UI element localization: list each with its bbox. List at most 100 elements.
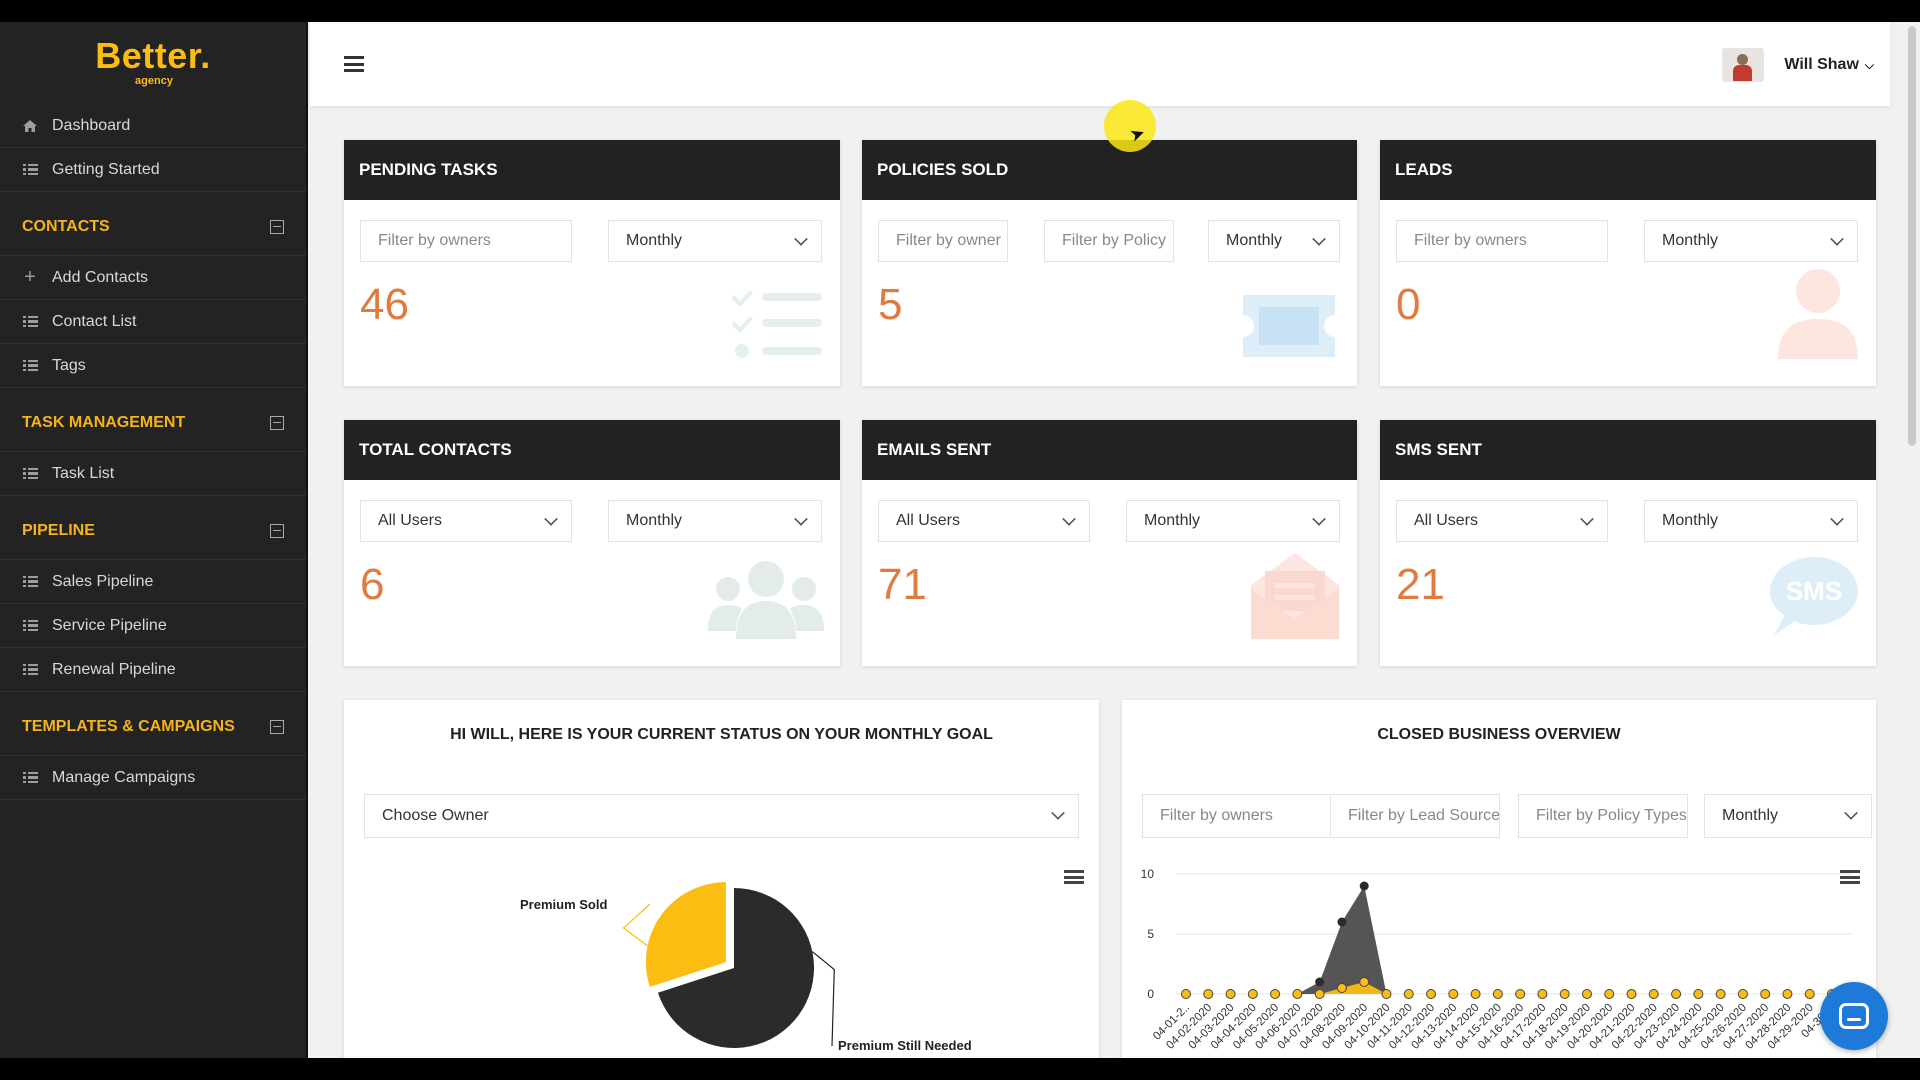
users-select[interactable]: All Users	[360, 500, 572, 542]
avatar[interactable]	[1722, 48, 1765, 82]
period-select[interactable]: Monthly	[608, 500, 822, 542]
data-point-dark[interactable]	[1315, 977, 1325, 987]
data-point-yellow[interactable]	[1448, 989, 1459, 999]
users-group-icon	[708, 559, 824, 646]
data-point-yellow[interactable]	[1671, 989, 1682, 999]
section-title: CONTACTS	[22, 217, 110, 235]
list-icon	[22, 163, 38, 176]
period-select[interactable]: Monthly	[608, 220, 822, 262]
chart-menu-icon[interactable]	[1840, 870, 1860, 884]
data-point-yellow[interactable]	[1203, 989, 1214, 999]
data-point-yellow[interactable]	[1537, 989, 1548, 999]
data-point-yellow[interactable]	[1492, 989, 1503, 999]
sidebar-item-renewal-pipeline[interactable]: Renewal Pipeline	[0, 648, 306, 692]
data-point-yellow[interactable]	[1515, 989, 1526, 999]
data-point-yellow[interactable]	[1403, 989, 1414, 999]
section-pipeline[interactable]: PIPELINE	[0, 502, 306, 560]
data-point-yellow[interactable]	[1426, 989, 1437, 999]
section-contacts[interactable]: CONTACTS	[0, 198, 306, 256]
policy-type-filter-input[interactable]: Filter by Policy Types	[1518, 794, 1688, 838]
pie-leader-line	[622, 903, 651, 947]
policy-filter-input[interactable]: Filter by Policy	[1044, 220, 1174, 262]
sidebar-item-dashboard[interactable]: Dashboard	[0, 104, 306, 148]
data-point-dark[interactable]	[1359, 881, 1369, 891]
sidebar-item-tags[interactable]: Tags	[0, 344, 306, 388]
data-point-yellow[interactable]	[1314, 989, 1325, 999]
data-point-yellow[interactable]	[1715, 989, 1726, 999]
collapse-icon[interactable]	[270, 719, 284, 734]
section-task-management[interactable]: TASK MANAGEMENT	[0, 394, 306, 452]
data-point-yellow[interactable]	[1559, 989, 1570, 999]
cursor-highlight	[1104, 100, 1156, 152]
chevron-down-icon	[1062, 512, 1076, 526]
sidebar-item-manage-campaigns[interactable]: Manage Campaigns	[0, 756, 306, 800]
data-point-yellow[interactable]	[1737, 989, 1748, 999]
pie-slice-premium-still-needed[interactable]	[657, 888, 814, 1048]
data-point-yellow[interactable]	[1604, 989, 1615, 999]
top-bar: Will Shaw ⌵	[310, 22, 1890, 106]
data-point-yellow[interactable]	[1760, 989, 1771, 999]
collapse-icon[interactable]	[270, 415, 284, 430]
sidebar-item-label: Manage Campaigns	[52, 768, 196, 786]
collapse-icon[interactable]	[270, 219, 284, 234]
owner-filter-input[interactable]: Filter by owners	[1142, 794, 1332, 838]
pie-slice-premium-sold[interactable]	[645, 882, 726, 987]
menu-toggle-icon[interactable]	[344, 56, 364, 72]
data-point-yellow[interactable]	[1626, 989, 1637, 999]
chevron-down-icon	[1844, 806, 1858, 820]
metric-value: 21	[1396, 560, 1445, 609]
user-menu[interactable]: Will Shaw ⌵	[1722, 48, 1874, 82]
select-value: Monthly	[1144, 512, 1201, 529]
data-point-yellow[interactable]	[1247, 989, 1258, 999]
data-point-yellow[interactable]	[1782, 989, 1793, 999]
owner-select[interactable]: Choose Owner	[364, 794, 1079, 838]
sidebar-item-label: Task List	[52, 464, 115, 482]
owner-filter-input[interactable]: Filter by owners	[1396, 220, 1608, 262]
data-point-yellow[interactable]	[1181, 989, 1191, 999]
users-select[interactable]: All Users	[878, 500, 1090, 542]
sidebar-item-task-list[interactable]: Task List	[0, 452, 306, 496]
sidebar-item-getting-started[interactable]: Getting Started	[0, 148, 306, 192]
chat-launcher-button[interactable]	[1820, 982, 1888, 1050]
data-point-yellow[interactable]	[1336, 983, 1347, 993]
data-point-yellow[interactable]	[1381, 989, 1392, 999]
collapse-icon[interactable]	[270, 523, 284, 538]
brand-name: Better.	[95, 35, 211, 76]
owner-filter-input[interactable]: Filter by owner	[878, 220, 1008, 262]
data-point-yellow[interactable]	[1359, 977, 1370, 987]
lead-source-filter-input[interactable]: Filter by Lead Source	[1330, 794, 1500, 838]
sidebar-item-add-contacts[interactable]: + Add Contacts	[0, 256, 306, 300]
data-point-yellow[interactable]	[1693, 989, 1704, 999]
sidebar-item-label: Add Contacts	[52, 268, 149, 286]
period-select[interactable]: Monthly	[1644, 220, 1858, 262]
data-point-yellow[interactable]	[1470, 989, 1481, 999]
data-point-yellow[interactable]	[1581, 989, 1592, 999]
select-value: Monthly	[626, 232, 683, 249]
period-select[interactable]: Monthly	[1208, 220, 1340, 262]
data-point-yellow[interactable]	[1270, 989, 1281, 999]
y-tick-label: 5	[1147, 927, 1154, 941]
section-title: TEMPLATES & CAMPAIGNS	[22, 717, 235, 735]
data-point-yellow[interactable]	[1292, 989, 1303, 999]
period-select[interactable]: Monthly	[1704, 794, 1872, 838]
chevron-down-icon	[1830, 232, 1844, 246]
page-scrollbar[interactable]	[1908, 26, 1916, 446]
sidebar-item-contact-list[interactable]: Contact List	[0, 300, 306, 344]
chevron-down-icon	[1312, 512, 1326, 526]
data-point-yellow[interactable]	[1804, 989, 1815, 999]
brand-logo[interactable]: Better. agency	[0, 22, 306, 104]
period-select[interactable]: Monthly	[1126, 500, 1340, 542]
chart-menu-icon[interactable]	[1064, 870, 1084, 884]
sidebar-item-service-pipeline[interactable]: Service Pipeline	[0, 604, 306, 648]
users-select[interactable]: All Users	[1396, 500, 1608, 542]
owner-filter-input[interactable]: Filter by owners	[360, 220, 572, 262]
section-title: PIPELINE	[22, 521, 95, 539]
period-select[interactable]: Monthly	[1644, 500, 1858, 542]
section-templates-campaigns[interactable]: TEMPLATES & CAMPAIGNS	[0, 698, 306, 756]
data-point-dark[interactable]	[1337, 917, 1347, 927]
data-point-yellow[interactable]	[1648, 989, 1659, 999]
metric-value: 0	[1396, 280, 1421, 329]
sidebar-item-sales-pipeline[interactable]: Sales Pipeline	[0, 560, 306, 604]
user-name: Will Shaw	[1784, 56, 1859, 73]
data-point-yellow[interactable]	[1225, 989, 1236, 999]
